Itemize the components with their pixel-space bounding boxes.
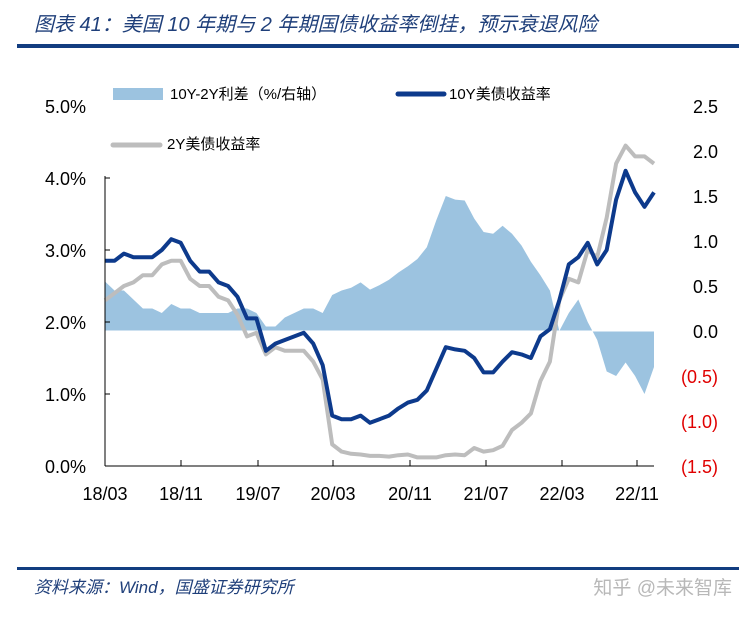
x-tick-label: 18/03 (82, 484, 127, 504)
right-tick-label: 0.0 (693, 322, 718, 342)
left-tick-label: 5.0% (45, 97, 86, 117)
left-tick-label: 1.0% (45, 385, 86, 405)
x-tick-label: 22/11 (615, 484, 659, 504)
series-10y-line (105, 168, 656, 425)
right-tick-label: 1.0 (693, 232, 718, 252)
legend-label-2y: 2Y美债收益率 (167, 136, 260, 153)
left-tick-label: 3.0% (45, 241, 86, 261)
footer-divider (17, 567, 739, 570)
series-spread-area (105, 196, 654, 394)
x-tick-label: 20/11 (388, 484, 432, 504)
watermark: 知乎 @未来智库 (593, 578, 732, 599)
right-tick-label: 2.0 (693, 142, 718, 162)
right-tick-label: 1.5 (693, 187, 718, 207)
chart-title: 图表 41：美国 10 年期与 2 年期国债收益率倒挂，预示衰退风险 (34, 14, 598, 36)
x-tick-label: 21/07 (463, 484, 508, 504)
x-tick-label: 19/07 (235, 484, 280, 504)
right-tick-label: (1.5) (681, 457, 718, 477)
right-tick-label: 2.5 (693, 97, 718, 117)
legend-swatch-spread (113, 88, 163, 100)
x-tick-label: 20/03 (310, 484, 355, 504)
right-tick-label: 0.5 (693, 277, 718, 297)
x-tick-label: 18/11 (159, 484, 203, 504)
x-tick-label: 22/03 (539, 484, 584, 504)
right-tick-label: (0.5) (681, 367, 718, 387)
left-tick-label: 0.0% (45, 457, 86, 477)
legend-label-10y: 10Y美债收益率 (449, 86, 551, 103)
plot-area (103, 143, 656, 460)
source-note: 资料来源：Wind，国盛证券研究所 (34, 578, 294, 597)
legend: 10Y-2Y利差（%/右轴） 10Y美债收益率 2Y美债收益率 (110, 86, 551, 153)
left-tick-label: 2.0% (45, 313, 86, 333)
right-tick-label: (1.0) (681, 412, 718, 432)
legend-label-spread: 10Y-2Y利差（%/右轴） (170, 86, 326, 103)
title-divider (17, 44, 739, 48)
left-tick-label: 4.0% (45, 169, 86, 189)
axes: 18/03 18/11 19/07 20/03 20/11 21/07 22/03 22/11… (45, 97, 718, 504)
chart: 18/03 18/11 19/07 20/03 20/11 21/07 22/03 22/11… (45, 86, 718, 504)
